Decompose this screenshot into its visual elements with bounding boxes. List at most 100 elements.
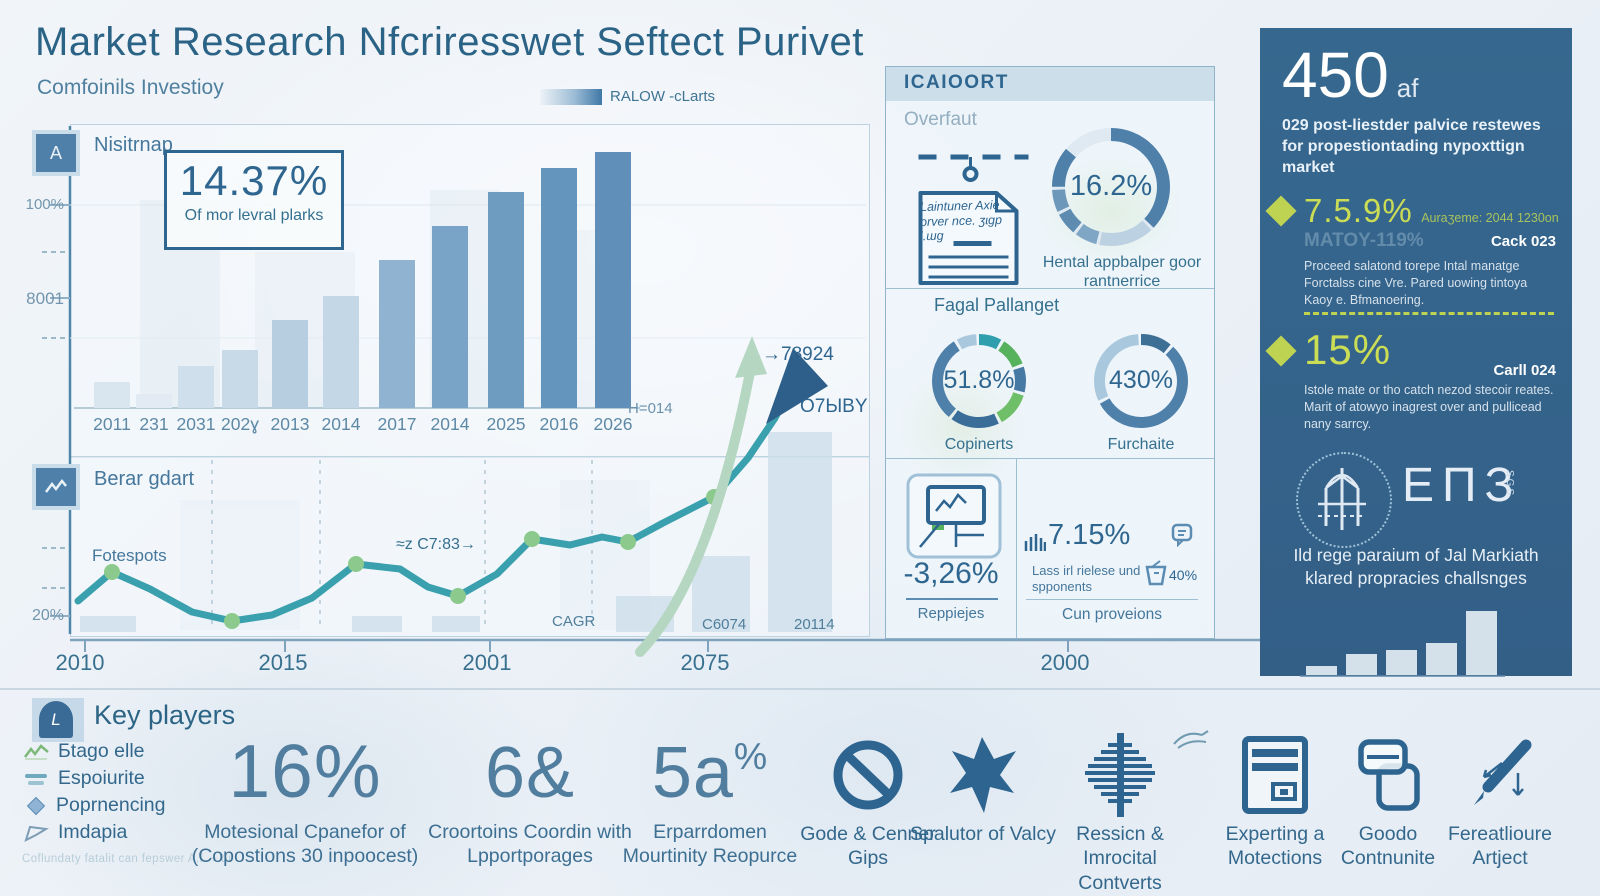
item-value-row: 7.5.9% Auraʒeme: 2044 1230on [1304,192,1564,230]
chart-squiggle-icon [24,743,49,760]
x-axis-label: 2026 [593,414,633,434]
diamond-icon [26,796,46,815]
callout-caption: Of mor levral plarks [184,207,324,224]
y-axis-label: 20% [31,607,64,624]
stat-caption: Erparrdomen Mourtinity Reopurce [622,821,798,868]
list-item: Бtago elle [24,740,145,763]
stacked-cards-icon [1313,736,1463,814]
diamond-bullet-icon [1265,195,1297,227]
structure-line-art-icon [1318,468,1366,530]
footnote-text: Coflundaty fatalit can fepswer A.f. + tu [22,853,232,865]
stat-block: 5a% Erparrdomen Mourtinity Reopurce [620,732,800,869]
timeline-label: 2000 [1040,650,1090,675]
list-item: Imdapia [24,821,127,844]
list-item-label: Poprnencing [56,794,166,816]
note-line: l.ɯg [919,228,944,244]
overfaut-donut-chart [1052,128,1170,246]
berar-badge [32,464,80,510]
x-axis-label: 2025 [486,414,526,434]
item-tag: Cack 023 [1490,233,1556,250]
cell-divider [1016,458,1017,638]
stat-value: 16% [228,729,382,813]
donut-value: 16.2% [1069,170,1153,202]
berar-title: Berar gdart [94,468,195,490]
donut-value: 51.8% [943,366,1015,394]
cell-label: Reppiejes [917,605,985,622]
stat-block: 16% Motesional Cpanefor of (Copostions 3… [180,728,430,869]
list-item-label: Imdapia [58,821,128,843]
cell-value: -3,26% [903,557,999,590]
icon-item: Gode & Cenner Gips [793,736,943,871]
bars-glyph-icon [1024,534,1046,551]
item-text: Istole mate or tho catch nezod stecoir r… [1304,383,1554,431]
sub-axis-label: 20114 [794,616,835,633]
callout-value: 14.37% [179,157,329,204]
icon-item-label: Gode & Cenner Gips [800,823,936,870]
timeline-label: 2001 [462,650,512,675]
section-divider [0,688,1600,690]
stat-value: 6& [484,733,576,813]
underline [1026,599,1198,600]
timeline-label: 2010 [55,650,105,675]
letter-glyphs: ЕПЗ [1402,459,1522,512]
cell-value: 7.15% [1048,519,1131,551]
item-text: Proceed salatond torepe Intal manatge Fo… [1304,259,1528,307]
y-axis-label: 100% [25,196,64,213]
timeline-label: 2075 [680,650,730,675]
timeline-label: 2015 [258,650,308,675]
x-axis-label: 2014 [321,414,361,434]
icon-item-label: Goodo Contnunite [1340,823,1436,870]
list-item: Poprnencing [24,794,166,817]
stat-caption: Motesional Cpanefor of (Copostions 30 in… [191,821,419,868]
x-axis-label: 2017 [377,414,417,434]
icon-item: Ressicn & Imrocital Contverts [1045,733,1195,895]
icon-item-label: Fereatlioure Artject [1447,823,1553,870]
item-value: 15% [1304,326,1392,373]
mini-bar-chart [1300,611,1505,677]
panel-header-strip [886,67,1214,101]
list-item-label: Espoiurite [58,767,145,789]
dotted-circle-frame [1296,452,1392,548]
y-axis-label: 8001 [26,289,64,308]
panel-intro: 029 post-liestder palvice restewes for p… [1282,117,1541,176]
stat-block: 6& Croortoins Coordin with Lpportporages [420,732,640,869]
item-value-note: Auraʒeme: 2044 1230on [1421,211,1559,225]
panel-header-title: ICAIOORT [904,72,1009,93]
furchaite-donut-chart [1094,334,1188,428]
headline-value: 450 [1282,39,1389,111]
burst-star-icon [908,736,1058,814]
pen-arrows-icon [1425,736,1575,814]
list-item: Espoiurite [24,767,145,790]
cell-value-secondary: 40% [1169,567,1198,583]
axis-annotation: H=014 [628,400,673,417]
line-annotation: ≈z C7:83→ [396,536,476,553]
donut-value: 430% [1109,366,1173,394]
section-divider [886,288,1214,289]
legend-label: RALOW -cLarts [610,88,716,105]
ornament-cross-icon [1045,733,1195,817]
key-players-title: Key players [94,700,236,730]
bird-sketch-icon [1173,730,1209,749]
double-bar-icon [25,773,47,785]
icon-item-label: Ressicn & Imrocital Contverts [1076,823,1164,894]
visitmap-title: Nisitrnap [94,134,173,156]
server-window-icon [1200,736,1350,814]
highlights-panel: 450 af 029 post-liestder palvice restewe… [1260,28,1572,677]
icon-item-label: Experting a Motections [1225,823,1325,870]
stat-caption: Croortoins Coordin with Lpportporages [428,821,632,868]
letter-glyphs-side: SGS [1504,470,1515,498]
chat-box-icon [1171,523,1193,547]
basket-icon [1145,560,1167,586]
sub-axis-label: C6074 [702,616,747,633]
note-line: Laintuner Axie [919,197,1000,215]
headline-unit: af [1396,73,1419,103]
note-line: orver nce. ʒɩgp [919,212,1003,230]
page-title: Market Research Nfcriresswet Seftect Pur… [35,20,864,64]
arrow-value-label: →78924 [762,344,834,365]
headline-stat: 450 af [1282,38,1418,112]
section-title: Fagal Pallanget [934,295,1060,315]
callout-stat: 14.37% Of mor levral plarks [164,150,344,250]
page-subtitle: Comfoinils Investioy [37,76,224,99]
line-chart-icon [45,479,67,493]
